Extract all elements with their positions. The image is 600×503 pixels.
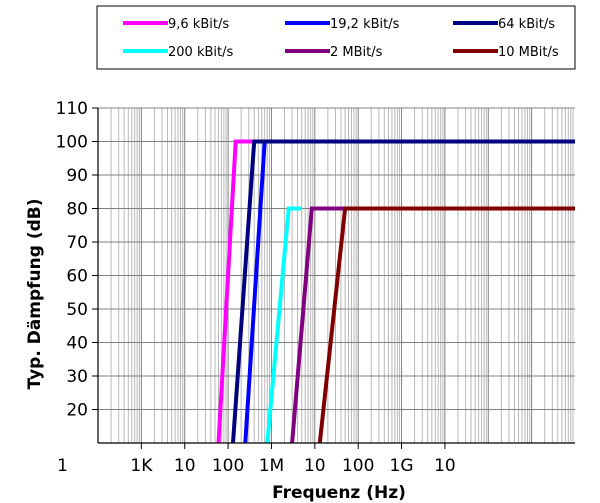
legend-entry: 9,6 kBit/s [123, 17, 229, 32]
legend-label: 10 MBit/s [498, 45, 559, 60]
series-line-3 [231, 139, 575, 444]
y-axis-title: Typ. Dämpfung (dB) [25, 198, 45, 389]
axes: 110 100 90 80 70 60 50 40 30 20 1 1K 10 100 1M 10 100 1G 1… [56, 99, 575, 476]
y-tick-label: 110 [56, 99, 88, 119]
series-line-6 [317, 206, 575, 444]
x-tick-label: 100 [212, 456, 244, 476]
legend: 9,6 kBit/s 19,2 kBit/s 64 kBit/s 200 kBit/s… [96, 5, 576, 70]
series-line-4 [265, 206, 302, 444]
legend-label: 2 MBit/s [330, 45, 383, 60]
legend-entry: 19,2 kBit/s [285, 17, 400, 32]
x-tick-label: 10 [434, 456, 456, 476]
y-tick-label: 80 [66, 200, 88, 220]
y-tick-label: 40 [66, 334, 88, 354]
legend-entry: 200 kBit/s [123, 45, 233, 60]
x-axis-title: Frequenz (Hz) [272, 483, 406, 503]
x-tick-label: 10 [304, 456, 326, 476]
legend-label: 200 kBit/s [168, 45, 233, 60]
legend-entry: 10 MBit/s [453, 45, 559, 60]
x-tick-label: 10 [174, 456, 196, 476]
x-tick-label: 100 [342, 456, 374, 476]
y-tick-label: 100 [56, 133, 88, 153]
x-tick-label: 1M [259, 456, 284, 476]
x-tick-label: 1G [390, 456, 414, 476]
legend-entry: 64 kBit/s [453, 17, 555, 32]
series-layer [96, 139, 577, 484]
series-line-5 [290, 206, 349, 444]
y-tick-label: 70 [66, 233, 88, 253]
y-tick-label: 20 [66, 401, 88, 421]
y-floor-label: 1 [57, 456, 68, 476]
legend-label: 19,2 kBit/s [330, 17, 400, 32]
x-tick-label: 1K [130, 456, 153, 476]
y-tick-label: 50 [66, 300, 88, 320]
plot-clip [96, 444, 577, 484]
y-tick-label: 60 [66, 267, 88, 287]
legend-box [96, 5, 576, 70]
y-tick-label: 30 [66, 367, 88, 387]
legend-entry: 2 MBit/s [285, 45, 383, 60]
legend-label: 64 kBit/s [498, 17, 555, 32]
legend-label: 9,6 kBit/s [168, 17, 229, 32]
y-tick-label: 90 [66, 166, 88, 186]
